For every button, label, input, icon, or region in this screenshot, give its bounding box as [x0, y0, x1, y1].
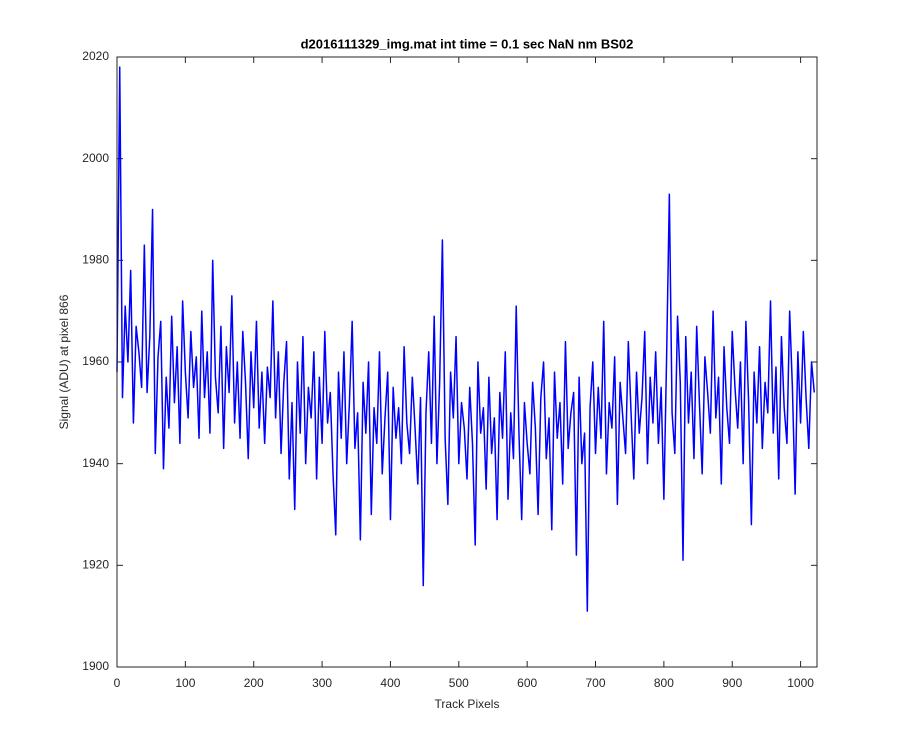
x-tick-label: 1000: [787, 676, 814, 690]
y-tick-label: 1980: [82, 253, 109, 267]
x-tick-label: 200: [244, 676, 264, 690]
x-tick-label: 800: [654, 676, 674, 690]
x-tick-label: 100: [175, 676, 195, 690]
y-tick-label: 1900: [82, 659, 109, 673]
x-tick-label: 300: [312, 676, 332, 690]
x-tick-label: 600: [517, 676, 537, 690]
data-line: [116, 66, 816, 612]
x-tick-label: 700: [586, 676, 606, 690]
y-tick-label: 2000: [82, 151, 109, 165]
x-tick-label: 400: [380, 676, 400, 690]
x-tick-label: 900: [722, 676, 742, 690]
y-tick-label: 2020: [82, 49, 109, 63]
chart-title: d2016111329_img.mat int time = 0.1 sec N…: [301, 36, 634, 51]
y-tick-label: 1940: [82, 456, 109, 470]
y-tick-label: 1920: [82, 558, 109, 572]
y-axis-label: Signal (ADU) at pixel 866: [57, 294, 71, 429]
x-tick-label: 0: [114, 676, 121, 690]
x-tick-label: 500: [449, 676, 469, 690]
x-axis-label: Track Pixels: [435, 697, 500, 711]
axes-box: [116, 56, 818, 668]
y-tick-label: 1960: [82, 354, 109, 368]
